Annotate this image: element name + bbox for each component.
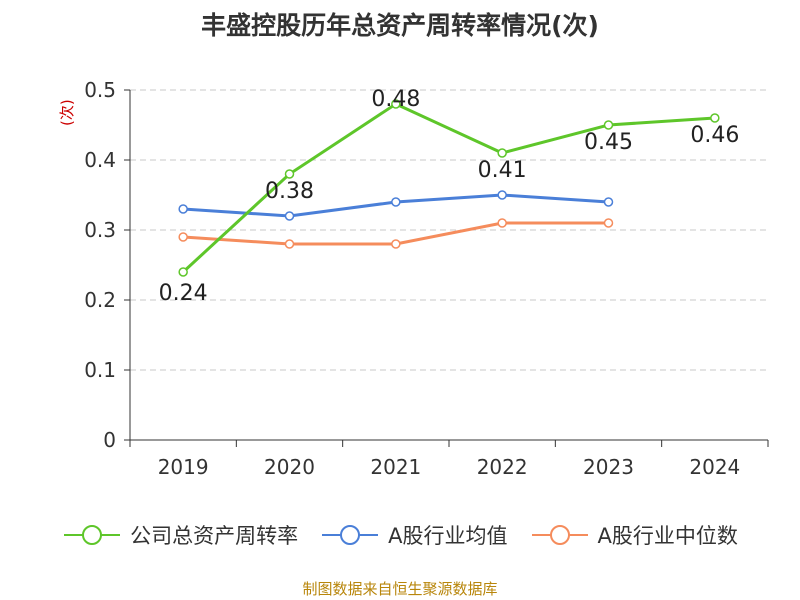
point-s0-4 — [603, 120, 614, 130]
legend-label-industry-mean: A股行业均值 — [388, 524, 508, 548]
point-s1-3 — [497, 190, 507, 200]
y-tick-label-1: 0.1 — [84, 358, 116, 382]
point-s1-0 — [178, 204, 188, 214]
legend: 公司总资产周转率 A股行业均值 A股行业中位数 — [0, 520, 800, 550]
data-label-2: 0.48 — [371, 87, 420, 112]
data-label-5: 0.46 — [690, 123, 739, 148]
point-s1-1 — [284, 211, 295, 221]
legend-marker-industry-median — [531, 525, 588, 545]
data-label-1: 0.38 — [265, 179, 314, 204]
point-s2-4 — [603, 218, 614, 228]
data-label-3: 0.41 — [478, 158, 527, 183]
point-s1-2 — [391, 197, 401, 207]
point-s2-3 — [497, 218, 507, 228]
legend-label-industry-median: A股行业中位数 — [597, 524, 738, 548]
x-tick-label-2: 2021 — [370, 455, 421, 479]
x-tick-label-1: 2020 — [264, 455, 315, 479]
point-s0-5 — [710, 113, 720, 123]
x-tick-label-0: 2019 — [158, 455, 209, 479]
legend-label-company: 公司总资产周转率 — [130, 524, 299, 548]
data-label-0: 0.24 — [159, 281, 208, 306]
x-tick-label-3: 2022 — [477, 455, 528, 479]
legend-item-industry-median[interactable]: A股行业中位数 — [530, 520, 738, 550]
data-label-4: 0.45 — [584, 130, 633, 155]
legend-item-company[interactable]: 公司总资产周转率 — [62, 520, 298, 550]
point-s2-1 — [284, 239, 295, 249]
y-tick-label-0: 0 — [103, 428, 116, 452]
point-s0-0 — [178, 267, 188, 277]
chart-title: 丰盛控股历年总资产周转率情况(次) — [201, 11, 599, 40]
point-s0-3 — [497, 148, 507, 158]
y-tick-label-5: 0.5 — [84, 78, 116, 102]
y-tick-label-3: 0.3 — [84, 218, 116, 242]
y-tick-label-4: 0.4 — [84, 148, 116, 172]
point-s2-2 — [391, 239, 401, 249]
data-source-note: 制图数据来自恒生聚源数据库 — [302, 580, 498, 598]
legend-marker-industry-mean — [322, 525, 379, 545]
point-s1-4 — [603, 197, 614, 207]
point-s2-0 — [178, 232, 188, 242]
point-s0-1 — [284, 169, 295, 179]
x-tick-label-4: 2023 — [583, 455, 634, 479]
x-tick-label-5: 2024 — [689, 455, 740, 479]
y-tick-label-2: 0.2 — [84, 288, 116, 312]
point-s0-2 — [391, 99, 401, 109]
series-line-0 — [182, 102, 715, 274]
legend-marker-company — [64, 525, 121, 545]
legend-item-industry-mean[interactable]: A股行业均值 — [320, 520, 508, 550]
